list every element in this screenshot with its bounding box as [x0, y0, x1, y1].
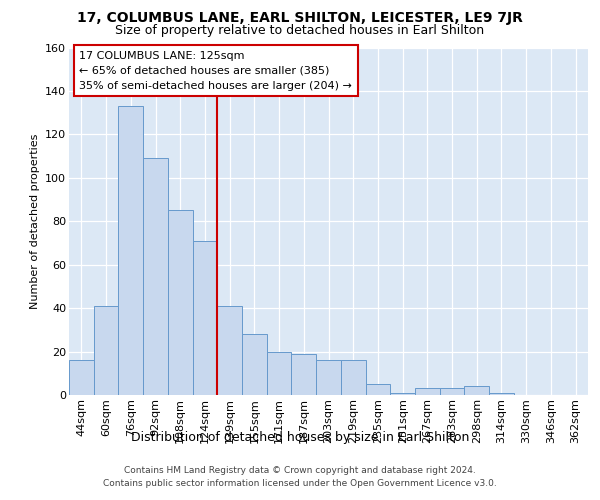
Bar: [193, 241, 217, 395]
Bar: [217, 306, 242, 395]
Text: Distribution of detached houses by size in Earl Shilton: Distribution of detached houses by size …: [131, 431, 469, 444]
Bar: [365, 384, 390, 395]
Bar: [168, 210, 193, 395]
Bar: [316, 360, 341, 395]
Bar: [440, 388, 464, 395]
Bar: [143, 158, 168, 395]
Y-axis label: Number of detached properties: Number of detached properties: [29, 134, 40, 309]
Text: Contains HM Land Registry data © Crown copyright and database right 2024.
Contai: Contains HM Land Registry data © Crown c…: [103, 466, 497, 487]
Bar: [464, 386, 489, 395]
Text: 17, COLUMBUS LANE, EARL SHILTON, LEICESTER, LE9 7JR: 17, COLUMBUS LANE, EARL SHILTON, LEICEST…: [77, 11, 523, 25]
Bar: [489, 393, 514, 395]
Bar: [415, 388, 440, 395]
Bar: [118, 106, 143, 395]
Text: 17 COLUMBUS LANE: 125sqm
← 65% of detached houses are smaller (385)
35% of semi-: 17 COLUMBUS LANE: 125sqm ← 65% of detach…: [79, 51, 352, 90]
Bar: [390, 393, 415, 395]
Bar: [292, 354, 316, 395]
Text: Size of property relative to detached houses in Earl Shilton: Size of property relative to detached ho…: [115, 24, 485, 37]
Bar: [242, 334, 267, 395]
Bar: [94, 306, 118, 395]
Bar: [69, 360, 94, 395]
Bar: [267, 352, 292, 395]
Bar: [341, 360, 365, 395]
